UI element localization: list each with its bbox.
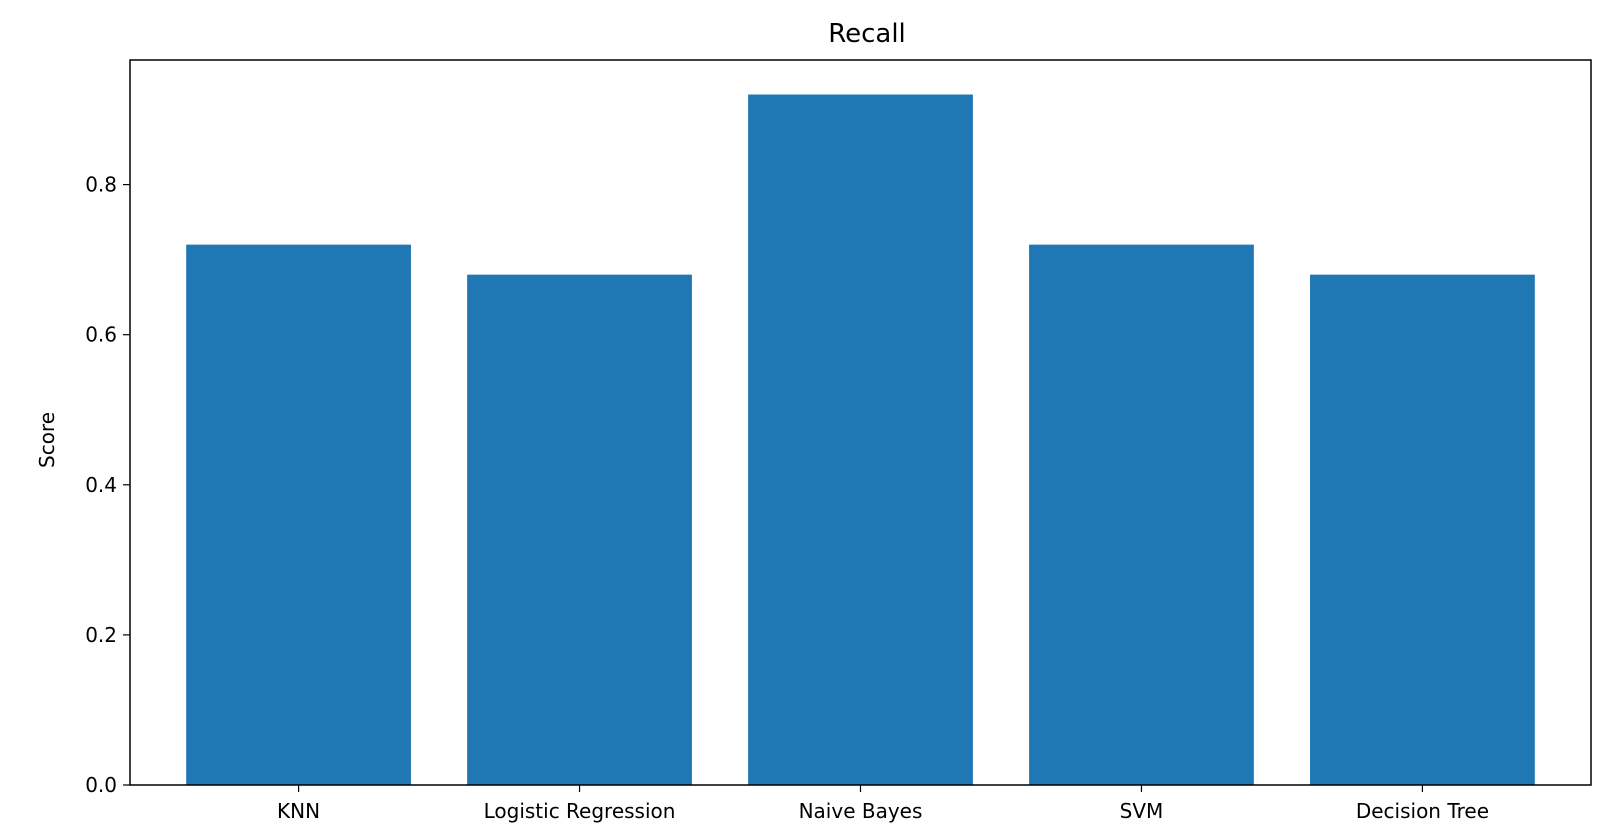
x-axis: KNN Logistic Regression Naive Bayes SVM Deci… (277, 785, 1489, 823)
chart-title: Recall (828, 19, 906, 49)
bar-logistic-regression (467, 274, 692, 785)
x-tick-label: KNN (277, 799, 320, 823)
plot-frame (129, 59, 1592, 786)
x-tick-label: Decision Tree (1356, 799, 1489, 823)
bar-svm (1029, 244, 1254, 785)
bar-knn (186, 244, 411, 785)
y-axis: 0.0 0.2 0.4 0.6 0.8 (85, 173, 130, 797)
bar-decision-tree (1310, 274, 1535, 785)
y-tick-label: 0.4 (85, 473, 117, 497)
y-axis-label: Score (35, 412, 59, 468)
x-tick-label: SVM (1120, 799, 1164, 823)
bar-naive-bayes (748, 94, 973, 785)
y-tick-label: 0.6 (85, 323, 117, 347)
y-tick-label: 0.8 (85, 173, 117, 197)
x-tick-label: Naive Bayes (799, 799, 923, 823)
bars-group (186, 94, 1535, 785)
x-tick-label: Logistic Regression (484, 799, 676, 823)
y-tick-label: 0.2 (85, 623, 117, 647)
y-tick-label: 0.0 (85, 773, 117, 797)
